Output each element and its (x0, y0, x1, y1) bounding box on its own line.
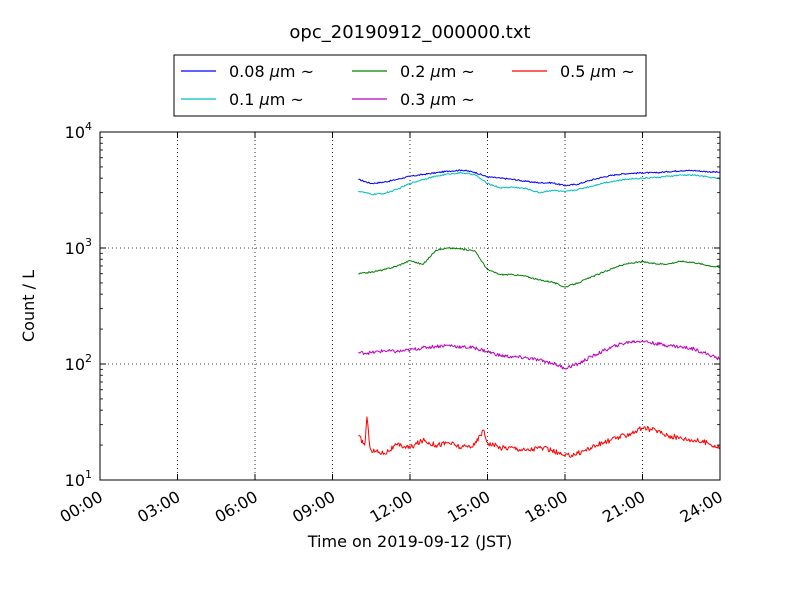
y-tick-label: 101 (65, 468, 92, 490)
y-tick-label: 103 (65, 236, 92, 258)
x-tick-label: 09:00 (289, 487, 338, 527)
x-tick-label: 24:00 (677, 487, 726, 527)
legend-label: 0.3 μm ~ (400, 90, 475, 109)
chart-title: opc_20190912_000000.txt (289, 22, 530, 43)
x-tick-label: 03:00 (134, 487, 183, 527)
x-tick-label: 06:00 (212, 487, 261, 527)
series-line (358, 416, 721, 458)
series-line (358, 169, 720, 187)
x-tick-label: 18:00 (522, 487, 571, 527)
ticks (99, 131, 721, 481)
legend-label: 0.1 μm ~ (229, 90, 304, 109)
x-tick-labels: 00:00 03:00 06:00 09:00 12:00 15:00 18:00 21:00… (57, 487, 726, 527)
plot-area (100, 132, 720, 480)
x-tick-label: 21:00 (599, 487, 648, 527)
legend: 0.08 μm ~ 0.1 μm ~ 0.2 μm ~ 0.3 μm ~ 0.5 μm … (173, 54, 647, 117)
grid (100, 132, 720, 480)
x-tick-label: 15:00 (444, 487, 493, 527)
x-tick-label: 12:00 (367, 487, 416, 527)
legend-box (173, 54, 647, 117)
y-tick-label: 104 (65, 120, 92, 142)
x-tick-label: 00:00 (57, 487, 106, 527)
y-tick-labels: 101 102 103 104 (65, 120, 92, 490)
legend-label: 0.5 μm ~ (560, 62, 635, 81)
y-axis-label: Count / L (19, 270, 38, 342)
legend-label: 0.08 μm ~ (229, 62, 314, 81)
series-line (357, 171, 721, 196)
y-tick-label: 102 (65, 352, 92, 374)
series-lines (357, 169, 721, 458)
series-line (358, 247, 721, 288)
legend-label: 0.2 μm ~ (400, 62, 475, 81)
x-axis-label: Time on 2019-09-12 (JST) (307, 532, 512, 551)
series-line (358, 340, 721, 370)
